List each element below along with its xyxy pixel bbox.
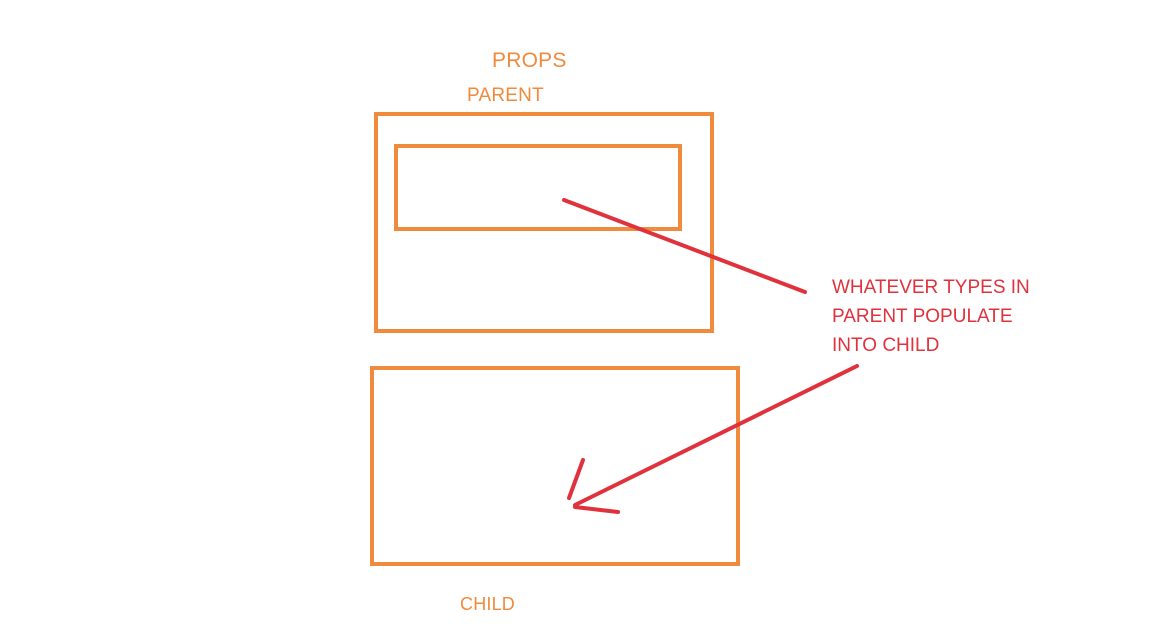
annotation-line: INTO CHILD xyxy=(832,335,940,356)
child-box xyxy=(370,366,740,566)
annotation-line: PARENT POPULATE xyxy=(832,306,1013,327)
props-title: PROPS xyxy=(492,49,567,72)
parent-input-box xyxy=(394,144,682,231)
arrowhead-lower-stroke xyxy=(573,505,620,514)
annotation-line: WHATEVER TYPES IN xyxy=(832,277,1030,298)
pointer-line-to-note xyxy=(562,198,807,294)
parent-label: PARENT xyxy=(467,85,544,106)
child-label: CHILD xyxy=(460,594,516,614)
annotation-note: WHATEVER TYPES IN PARENT POPULATE INTO C… xyxy=(832,273,1072,360)
parent-box xyxy=(374,112,714,333)
arrowhead-upper-stroke xyxy=(567,458,585,500)
arrow-shaft-to-child xyxy=(573,364,859,507)
